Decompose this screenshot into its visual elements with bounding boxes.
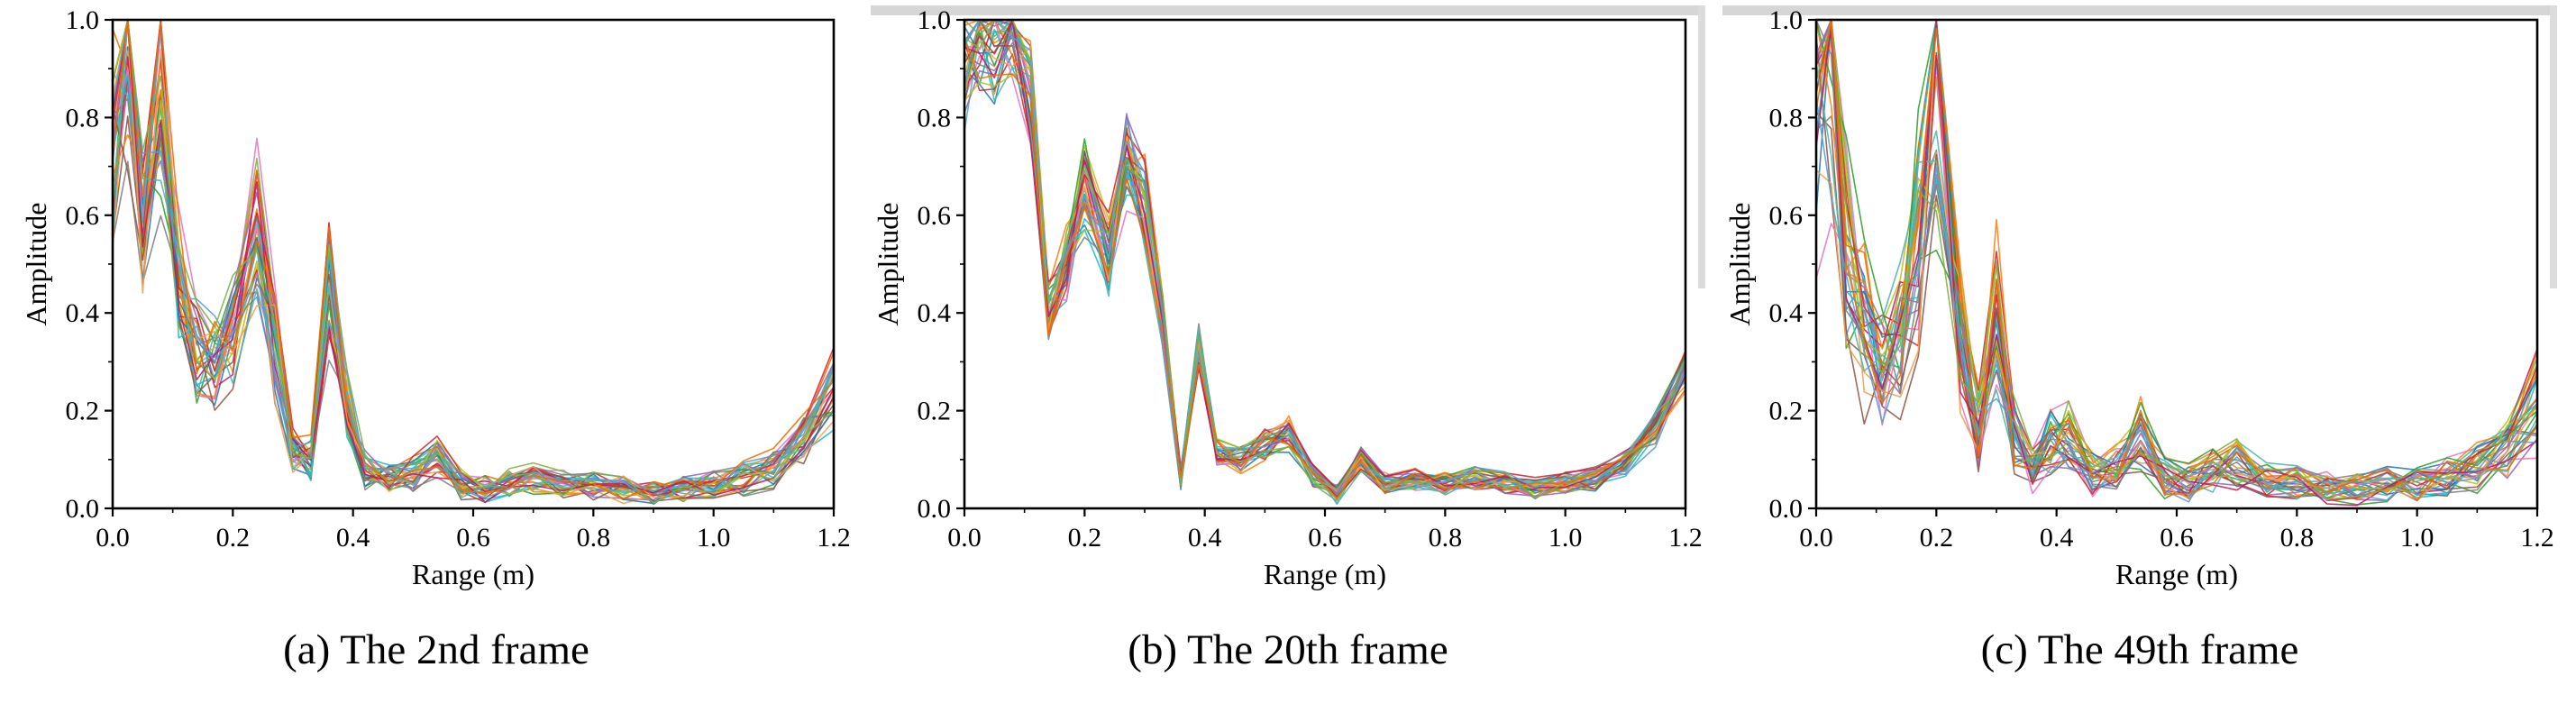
- svg-text:0.2: 0.2: [216, 523, 251, 553]
- svg-text:0.4: 0.4: [336, 523, 370, 553]
- svg-text:0.2: 0.2: [66, 397, 100, 426]
- svg-text:1.2: 1.2: [817, 523, 851, 553]
- chart-c-canvas: 0.0 0.2 0.4 0.6 0.8 1.0 1.2 0.0 0.2 0.4 0.6 0.8 1.0 R…: [1722, 5, 2557, 590]
- svg-text:0.2: 0.2: [1920, 523, 1954, 553]
- svg-text:1.0: 1.0: [2400, 523, 2434, 553]
- svg-text:0.0: 0.0: [947, 523, 982, 553]
- svg-text:0.2: 0.2: [1068, 523, 1102, 553]
- chart-b-canvas: 0.0 0.2 0.4 0.6 0.8 1.0 1.2 0.0 0.2 0.4 0.6 0.8 1.0 R…: [871, 5, 1705, 590]
- svg-text:1.0: 1.0: [1769, 5, 1804, 35]
- svg-text:0.4: 0.4: [918, 298, 952, 328]
- chart-a-canvas: 0.0 0.2 0.4 0.6 0.8 1.0 1.2 0.0 0.2 0.4 0.6 0.8 1.0 R…: [20, 5, 851, 590]
- svg-text:0.0: 0.0: [1799, 523, 1833, 553]
- svg-text:0.6: 0.6: [1308, 523, 1342, 553]
- svg-text:0.2: 0.2: [1769, 397, 1804, 426]
- svg-text:0.8: 0.8: [1769, 103, 1804, 133]
- svg-text:Amplitude: Amplitude: [872, 203, 904, 326]
- caption-c: (c) The 49th frame: [1980, 626, 2299, 673]
- svg-text:0.0: 0.0: [96, 523, 130, 553]
- svg-text:0.6: 0.6: [456, 523, 490, 553]
- svg-text:0.4: 0.4: [1769, 298, 1804, 328]
- svg-text:0.4: 0.4: [66, 298, 100, 328]
- panel-b: 0.0 0.2 0.4 0.6 0.8 1.0 1.2 0.0 0.2 0.4 0.6 0.8 1.0 R…: [864, 5, 1712, 722]
- caption-b: (b) The 20th frame: [1128, 626, 1448, 673]
- svg-text:Amplitude: Amplitude: [1723, 203, 1756, 326]
- svg-text:Range (m): Range (m): [1264, 558, 1386, 590]
- svg-text:Range (m): Range (m): [412, 558, 534, 590]
- svg-text:0.0: 0.0: [1769, 494, 1804, 524]
- plot-area-c: 0.0 0.2 0.4 0.6 0.8 1.0 1.2 0.0 0.2 0.4 0.6 0.8 1.0 R…: [1722, 5, 2557, 600]
- svg-text:1.0: 1.0: [697, 523, 731, 553]
- svg-text:1.0: 1.0: [918, 5, 952, 35]
- svg-text:0.6: 0.6: [2160, 523, 2194, 553]
- svg-text:0.6: 0.6: [66, 201, 100, 231]
- svg-text:1.0: 1.0: [66, 5, 100, 35]
- caption-a: (a) The 2nd frame: [283, 626, 589, 673]
- svg-text:0.4: 0.4: [2040, 523, 2074, 553]
- svg-text:0.8: 0.8: [1429, 523, 1463, 553]
- svg-text:Range (m): Range (m): [2115, 558, 2238, 590]
- svg-text:0.6: 0.6: [918, 201, 952, 231]
- svg-text:0.6: 0.6: [1769, 201, 1804, 231]
- panel-a: 0.0 0.2 0.4 0.6 0.8 1.0 1.2 0.0 0.2 0.4 0.6 0.8 1.0 R…: [13, 5, 860, 722]
- plot-area-b: 0.0 0.2 0.4 0.6 0.8 1.0 1.2 0.0 0.2 0.4 0.6 0.8 1.0 R…: [871, 5, 1705, 600]
- svg-text:0.8: 0.8: [918, 103, 952, 133]
- svg-text:0.0: 0.0: [918, 494, 952, 524]
- svg-text:0.0: 0.0: [66, 494, 100, 524]
- svg-text:1.0: 1.0: [1548, 523, 1583, 553]
- plot-area-a: 0.0 0.2 0.4 0.6 0.8 1.0 1.2 0.0 0.2 0.4 0.6 0.8 1.0 R…: [19, 5, 854, 600]
- svg-text:0.8: 0.8: [66, 103, 100, 133]
- svg-text:1.2: 1.2: [1668, 523, 1703, 553]
- svg-text:0.4: 0.4: [1188, 523, 1222, 553]
- svg-text:Amplitude: Amplitude: [20, 203, 52, 326]
- svg-text:1.2: 1.2: [2520, 523, 2554, 553]
- svg-text:0.8: 0.8: [2280, 523, 2315, 553]
- svg-text:0.2: 0.2: [918, 397, 952, 426]
- svg-text:0.8: 0.8: [577, 523, 611, 553]
- panel-c: 0.0 0.2 0.4 0.6 0.8 1.0 1.2 0.0 0.2 0.4 0.6 0.8 1.0 R…: [1716, 5, 2563, 722]
